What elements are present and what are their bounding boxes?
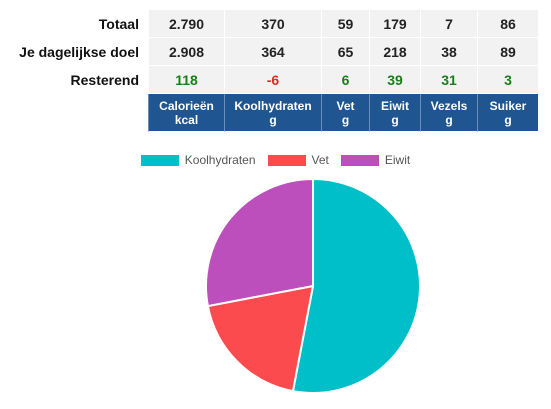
legend-label: Eiwit — [384, 153, 411, 167]
header-unit: g — [341, 113, 350, 127]
chart-legend: Koolhydraten Vet Eiwit — [0, 153, 551, 167]
cell-carbs: 370 — [224, 10, 321, 38]
legend-item-koolhydraten[interactable]: Koolhydraten — [140, 153, 256, 167]
header-calories: Calorieën kcal — [148, 94, 224, 132]
column-header-row: Calorieën kcal Koolhydraten g Vet g Eiwit g … — [0, 94, 538, 132]
cell-fiber: 38 — [420, 38, 477, 66]
header-name: Vezels — [430, 99, 468, 113]
cell-protein: 179 — [369, 10, 420, 38]
legend-item-eiwit[interactable]: Eiwit — [340, 153, 411, 167]
header-name: Koolhydraten — [234, 99, 312, 113]
legend-item-vet[interactable]: Vet — [267, 153, 329, 167]
header-sugar: Suiker g — [477, 94, 538, 132]
header-unit: g — [445, 113, 453, 127]
legend-swatch — [140, 154, 179, 166]
header-unit: g — [391, 113, 399, 127]
header-name: Calorieën — [159, 99, 214, 113]
header-name: Eiwit — [380, 99, 409, 113]
header-name: Vet — [336, 99, 355, 113]
nutrition-summary-table: Totaal 2.790 370 59 179 7 86 Je dagelijk… — [0, 10, 538, 132]
legend-label: Koolhydraten — [184, 153, 256, 167]
cell-carbs: 364 — [224, 38, 321, 66]
header-unit: g — [504, 113, 512, 127]
row-totaal: Totaal 2.790 370 59 179 7 86 — [0, 10, 538, 38]
header-unit: kcal — [174, 113, 199, 127]
cell-fat: 65 — [321, 38, 369, 66]
header-protein: Eiwit g — [369, 94, 420, 132]
cell-calories: 2.790 — [148, 10, 224, 38]
header-carbs: Koolhydraten g — [224, 94, 321, 132]
pie-slice-koolhydraten[interactable] — [291, 177, 421, 394]
pie-slice-eiwit[interactable] — [205, 177, 314, 308]
legend-label: Vet — [311, 153, 329, 167]
cell-protein: 39 — [369, 66, 420, 94]
row-daily-goal: Je dagelijkse doel 2.908 364 65 218 38 8… — [0, 38, 538, 66]
row-label: Totaal — [98, 16, 139, 32]
header-name: Suiker — [489, 99, 527, 113]
row-remaining: Resterend 118 -6 6 39 31 3 — [0, 66, 538, 94]
row-label: Je dagelijkse doel — [19, 44, 139, 60]
legend-swatch — [340, 154, 379, 166]
cell-fiber: 31 — [420, 66, 477, 94]
cell-calories: 118 — [148, 66, 224, 94]
pie-slice-vet[interactable] — [206, 284, 315, 393]
cell-fat: 59 — [321, 10, 369, 38]
cell-sugar: 89 — [477, 38, 538, 66]
cell-carbs: -6 — [224, 66, 321, 94]
cell-calories: 2.908 — [148, 38, 224, 66]
cell-sugar: 86 — [477, 10, 538, 38]
cell-protein: 218 — [369, 38, 420, 66]
header-fiber: Vezels g — [420, 94, 477, 132]
row-label: Resterend — [70, 72, 139, 88]
cell-fiber: 7 — [420, 10, 477, 38]
header-fat: Vet g — [321, 94, 369, 132]
header-unit: g — [269, 113, 277, 127]
legend-swatch — [267, 154, 306, 166]
cell-fat: 6 — [321, 66, 369, 94]
cell-sugar: 3 — [477, 66, 538, 94]
